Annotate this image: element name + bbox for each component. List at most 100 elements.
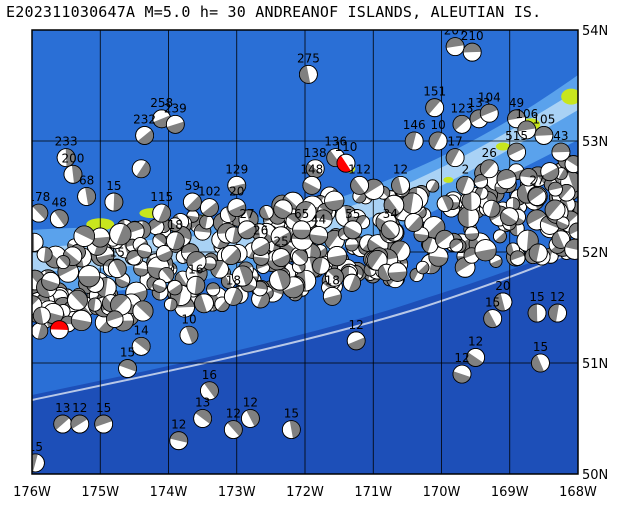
focal-mechanism bbox=[509, 250, 526, 266]
event-depth-label: 26 bbox=[253, 223, 268, 237]
focal-mechanism bbox=[493, 292, 513, 312]
event-depth-label: 15 bbox=[485, 296, 500, 310]
event-depth-label: 27 bbox=[529, 174, 544, 188]
focal-mechanism bbox=[32, 322, 49, 340]
event-depth-label: 15 bbox=[533, 340, 548, 354]
focal-mechanism bbox=[270, 226, 292, 247]
event-depth-label: 44 bbox=[311, 212, 326, 226]
focal-mechanism bbox=[466, 348, 486, 367]
focal-mechanism bbox=[428, 131, 448, 151]
event-depth-label: 12 bbox=[550, 290, 565, 304]
focal-mechanism bbox=[507, 142, 526, 162]
focal-mechanism bbox=[292, 220, 311, 240]
event-depth-label: 15 bbox=[96, 401, 111, 415]
event-depth-label: 49 bbox=[509, 96, 524, 110]
focal-mechanism bbox=[36, 246, 53, 263]
focal-mechanism bbox=[158, 267, 175, 283]
event-depth-label: 20 bbox=[229, 185, 244, 199]
event-depth-label: 16 bbox=[202, 368, 217, 382]
event-depth-label: 15 bbox=[529, 290, 544, 304]
focal-mechanism bbox=[49, 320, 69, 340]
event-depth-label: 34 bbox=[383, 207, 398, 221]
focal-mechanism bbox=[519, 168, 538, 187]
focal-mechanism bbox=[194, 293, 214, 314]
event-depth-label: 15 bbox=[284, 407, 299, 421]
focal-mechanism bbox=[324, 190, 345, 211]
focal-mechanism bbox=[53, 414, 73, 434]
event-depth-label: 15 bbox=[106, 179, 121, 193]
focal-mechanism bbox=[343, 220, 363, 240]
focal-mechanism bbox=[324, 267, 344, 287]
focal-mechanism bbox=[186, 275, 206, 295]
event-depth-label: 25 bbox=[273, 235, 288, 249]
focal-mechanism bbox=[426, 179, 440, 193]
event-depth-label: 12 bbox=[243, 396, 258, 410]
focal-mechanism bbox=[344, 237, 359, 252]
event-depth-label: 275 bbox=[297, 51, 320, 65]
focal-mechanism bbox=[492, 229, 507, 244]
focal-mechanism bbox=[220, 244, 241, 265]
focal-mechanism bbox=[110, 294, 132, 316]
focal-mechanism bbox=[206, 282, 221, 297]
x-tick-label: 176W bbox=[13, 485, 51, 500]
event-depth-label: 12 bbox=[72, 401, 87, 415]
event-depth-label: 43 bbox=[553, 129, 568, 143]
island-patch bbox=[443, 176, 454, 183]
focal-mechanism bbox=[500, 207, 519, 226]
focal-mechanism bbox=[152, 203, 172, 223]
focal-mechanism bbox=[73, 225, 95, 247]
focal-mechanism bbox=[425, 98, 445, 118]
focal-mechanism bbox=[452, 364, 472, 384]
event-depth-label: 13 bbox=[55, 401, 70, 415]
event-depth-label: 258 bbox=[150, 96, 173, 110]
focal-mechanism bbox=[387, 262, 408, 282]
focal-mechanism bbox=[223, 286, 243, 306]
y-tick-label: 50N bbox=[582, 468, 608, 483]
focal-mechanism bbox=[165, 231, 185, 251]
focal-mechanism bbox=[237, 220, 257, 240]
focal-mechanism bbox=[169, 431, 189, 451]
focal-mechanism bbox=[179, 325, 199, 345]
focal-mechanism bbox=[568, 222, 578, 240]
y-axis-ticks: 54N 53N 52N 51N 50N bbox=[582, 24, 608, 483]
event-depth-label: 16 bbox=[188, 262, 203, 276]
focal-mechanism bbox=[164, 297, 178, 312]
focal-mechanism bbox=[548, 303, 567, 323]
event-depth-label: 15 bbox=[28, 440, 43, 454]
event-depth-label: 65 bbox=[294, 207, 309, 221]
x-tick-label: 175W bbox=[81, 485, 119, 500]
map-frame bbox=[31, 29, 579, 475]
event-depth-label: 207 bbox=[444, 24, 467, 38]
event-depth-label: 18 bbox=[325, 273, 340, 287]
focal-mechanism bbox=[118, 359, 137, 378]
beachball-layer: 2072102752582392322332001291381361101481… bbox=[28, 24, 578, 473]
event-depth-label: 105 bbox=[532, 112, 555, 126]
event-depth-label: 48 bbox=[52, 196, 67, 210]
event-depth-label: 123 bbox=[451, 101, 474, 115]
event-depth-label: 10 bbox=[181, 312, 196, 326]
event-depth-label: 12 bbox=[393, 162, 408, 176]
focal-mechanism bbox=[87, 297, 102, 312]
x-tick-label: 169W bbox=[491, 485, 529, 500]
focal-mechanism bbox=[336, 153, 356, 173]
focal-mechanism bbox=[449, 238, 464, 253]
event-depth-label: 26 bbox=[482, 146, 497, 160]
focal-mechanism bbox=[445, 148, 465, 168]
focal-mechanism bbox=[473, 174, 489, 189]
focal-mechanism bbox=[380, 220, 400, 240]
focal-mechanism bbox=[152, 278, 167, 293]
focal-mechanism bbox=[186, 251, 207, 272]
x-tick-label: 172W bbox=[286, 485, 324, 500]
x-tick-label: 174W bbox=[150, 485, 188, 500]
focal-mechanism bbox=[193, 409, 213, 428]
focal-mechanism bbox=[302, 175, 322, 195]
focal-mechanism bbox=[32, 203, 49, 223]
focal-mechanism bbox=[232, 265, 254, 287]
focal-mechanism bbox=[259, 205, 274, 220]
focal-mechanism bbox=[78, 265, 101, 288]
event-depth-label: 12 bbox=[468, 334, 483, 348]
event-depth-label: 138 bbox=[304, 146, 327, 160]
event-depth-label: 102 bbox=[198, 185, 221, 199]
focal-mechanism bbox=[516, 229, 539, 252]
